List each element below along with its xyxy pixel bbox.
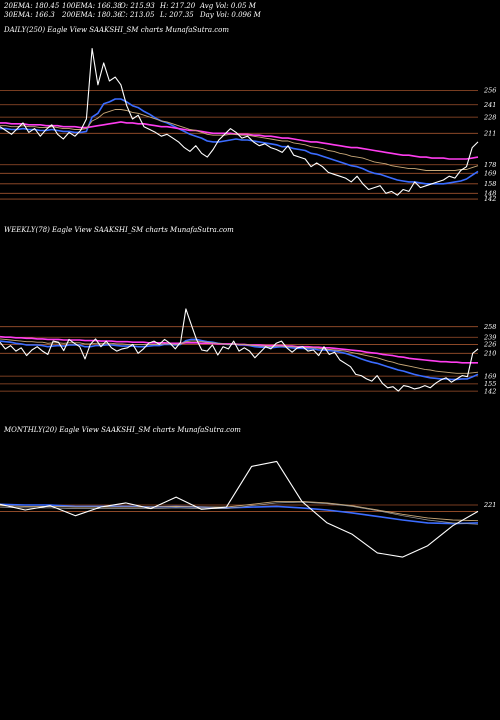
daily-price-line (0, 48, 479, 196)
daily-panel-label: DAILY(250) Eagle View SAAKSHI_SM charts … (4, 26, 230, 34)
high-value: H: 217.20 (160, 2, 196, 10)
weekly-panel-label: WEEKLY(78) Eagle View SAAKSHI_SM charts … (4, 226, 234, 234)
avg-vol-value: Avg Vol: 0.05 M (200, 2, 256, 10)
ema30-value: 30EMA: 166.3 (4, 11, 55, 19)
daily-tick-label: 158 (484, 180, 496, 188)
daily-tick-label: 228 (483, 113, 496, 121)
open-value: O: 215.93 (120, 2, 155, 10)
daily-tick-label: 148 (484, 190, 496, 198)
weekly-ema-magenta-line (0, 335, 478, 364)
low-value: L: 207.35 (160, 11, 194, 19)
ema20-value: 20EMA: 180.45 (4, 2, 60, 10)
close-value: C: 213.05 (120, 11, 155, 19)
weekly-tick-label: 226 (483, 341, 496, 349)
monthly-tick-label: 221 (483, 501, 496, 509)
monthly-ema-brown-line (0, 500, 479, 522)
monthly-price-line (0, 460, 479, 558)
daily-tick-label: 241 (483, 101, 496, 109)
daily-ema-blue-line (0, 98, 479, 185)
weekly-tick-label: 210 (483, 350, 496, 358)
weekly-ema-brown-line (0, 338, 479, 374)
daily-tick-label: 142 (484, 195, 496, 203)
weekly-tick-label: 169 (484, 372, 496, 380)
daily-tick-label: 256 (483, 87, 496, 95)
ema100-value: 100EMA: 166.38 (62, 2, 122, 10)
day-vol-value: Day Vol: 0.096 M (200, 11, 261, 19)
daily-tick-label: 211 (483, 130, 496, 138)
monthly-ema-thin-line (0, 501, 479, 525)
monthly-panel-label: MONTHLY(20) Eagle View SAAKSHI_SM charts… (4, 426, 241, 434)
daily-tick-label: 178 (484, 161, 496, 169)
monthly-chart: 221 (0, 460, 496, 558)
weekly-price-line (0, 308, 479, 392)
weekly-ema-blue-line (0, 338, 479, 381)
daily-tick-label: 169 (484, 170, 496, 178)
weekly-tick-label: 239 (483, 333, 496, 341)
daily-ema-magenta-line (0, 121, 479, 160)
weekly-tick-label: 142 (484, 387, 496, 395)
weekly-tick-label: 258 (483, 323, 496, 331)
ema200-value: 200EMA: 180.36 (62, 11, 122, 19)
weekly-tick-label: 155 (484, 380, 496, 388)
